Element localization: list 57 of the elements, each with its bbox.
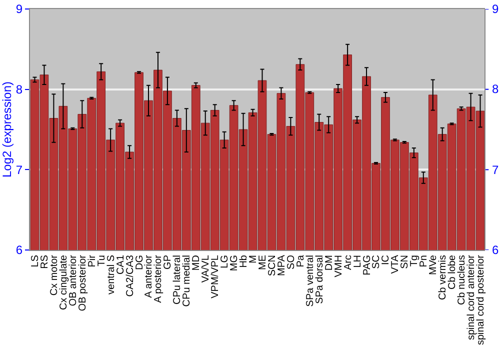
x-tick-label: OB anterior bbox=[68, 254, 79, 306]
x-tick-label: LG bbox=[220, 254, 231, 268]
x-tick-label: PAG bbox=[362, 254, 373, 276]
x-tick-label: VA/VL bbox=[200, 254, 212, 283]
x-tick-label: MD bbox=[191, 255, 202, 271]
y2-tick-label: 9 bbox=[492, 2, 499, 16]
y-tick-label: 8 bbox=[16, 82, 23, 97]
x-tick-label: RS bbox=[39, 254, 50, 269]
y-tick-label: 7 bbox=[16, 162, 23, 177]
x-tick-label: DM bbox=[324, 255, 335, 271]
y2-tick-label: 8 bbox=[492, 82, 499, 96]
x-tick-label: CPu lateral bbox=[172, 255, 184, 304]
x-tick-label: A posterior bbox=[153, 254, 164, 303]
x-tick-label: MG bbox=[229, 254, 240, 272]
x-tick-label: SN bbox=[400, 255, 411, 269]
x-tick-label: SC bbox=[371, 255, 382, 269]
y-tick-label: 9 bbox=[16, 2, 23, 16]
x-tick-label: Cb nucleus bbox=[456, 255, 468, 306]
x-tick-label: Tg bbox=[409, 255, 420, 267]
x-tick-label: Cx cingulate bbox=[58, 254, 70, 310]
x-tick-label: ventral S bbox=[106, 254, 117, 294]
x-tick-label: CA2/CA3 bbox=[124, 254, 136, 297]
x-tick-label: Cx motor bbox=[48, 254, 60, 296]
x-tick-label: IC bbox=[380, 255, 392, 265]
x-tick-label: MVe bbox=[428, 254, 440, 276]
x-tick-label: Pir bbox=[86, 254, 98, 268]
x-tick-label: Arc bbox=[342, 255, 354, 270]
x-tick-label: Hb bbox=[238, 254, 250, 268]
x-tick-label: OB posterior bbox=[77, 254, 88, 312]
x-tick-label: LS bbox=[30, 254, 41, 268]
x-tick-label: Pn bbox=[418, 255, 430, 268]
x-tick-label: SO bbox=[286, 254, 297, 270]
x-tick-label: MPA bbox=[276, 254, 288, 276]
x-tick-label: GP bbox=[162, 254, 174, 270]
y-axis-title: Log2 (expression) bbox=[0, 81, 14, 178]
y2-tick-label: 6 bbox=[492, 243, 499, 257]
x-tick-label: Tu bbox=[96, 255, 108, 266]
x-tick-label: spinal cord posterior bbox=[476, 254, 487, 346]
x-tick-label: SCN bbox=[266, 255, 278, 276]
x-tick-label: Pa bbox=[295, 254, 306, 268]
x-tick-label: M bbox=[248, 255, 260, 264]
x-tick-label: VTA bbox=[390, 254, 402, 274]
x-tick-label: A anterior bbox=[144, 254, 155, 298]
x-tick-label: CPu medial bbox=[182, 255, 193, 307]
x-tick-label: VMH bbox=[333, 255, 344, 278]
x-tick-label: VPM/VPL bbox=[210, 254, 222, 298]
x-tick-label: ME bbox=[257, 254, 268, 270]
x-tick-label: spinal cord anterior bbox=[466, 254, 478, 340]
x-tick-label: SPa dorsal bbox=[314, 255, 326, 304]
x-tick-label: Cb vermis bbox=[438, 255, 449, 300]
x-tick-label: Cb lobe bbox=[447, 254, 458, 290]
x-tick-label: SPa ventral bbox=[304, 255, 316, 307]
x-tick-label: CA1 bbox=[115, 254, 126, 274]
x-tick-label: LH bbox=[352, 255, 364, 268]
y-tick-label: 6 bbox=[16, 243, 23, 258]
y2-tick-label: 7 bbox=[492, 163, 499, 177]
x-tick-label: DG bbox=[134, 254, 146, 270]
